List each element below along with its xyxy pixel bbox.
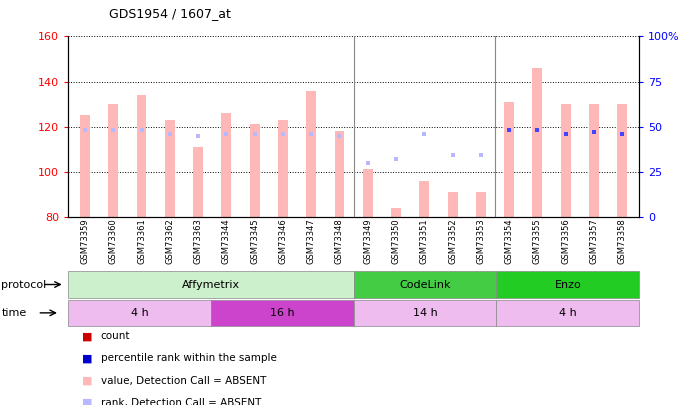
Bar <box>532 68 543 217</box>
Bar <box>504 102 514 217</box>
Text: ■: ■ <box>82 331 92 341</box>
Bar <box>354 271 496 298</box>
Bar <box>496 300 639 326</box>
Text: 4 h: 4 h <box>131 308 148 318</box>
Text: percentile rank within the sample: percentile rank within the sample <box>101 354 277 363</box>
Text: CodeLink: CodeLink <box>399 279 451 290</box>
Bar <box>250 124 260 217</box>
Text: rank, Detection Call = ABSENT: rank, Detection Call = ABSENT <box>101 398 261 405</box>
Bar <box>222 113 231 217</box>
Text: protocol: protocol <box>1 279 47 290</box>
Bar <box>561 104 571 217</box>
Bar <box>211 300 354 326</box>
Bar <box>68 300 211 326</box>
Bar <box>476 192 486 217</box>
Text: 14 h: 14 h <box>413 308 437 318</box>
Text: value, Detection Call = ABSENT: value, Detection Call = ABSENT <box>101 376 266 386</box>
Bar <box>589 104 599 217</box>
Bar <box>68 271 354 298</box>
Bar <box>306 91 316 217</box>
Bar <box>165 120 175 217</box>
Bar <box>617 104 627 217</box>
Text: 16 h: 16 h <box>270 308 294 318</box>
Bar <box>335 131 344 217</box>
Text: ■: ■ <box>82 398 92 405</box>
Text: GDS1954 / 1607_at: GDS1954 / 1607_at <box>109 7 231 20</box>
Bar <box>193 147 203 217</box>
Bar <box>137 95 146 217</box>
Text: 4 h: 4 h <box>559 308 577 318</box>
Bar <box>108 104 118 217</box>
Bar <box>420 181 429 217</box>
Text: count: count <box>101 331 130 341</box>
Text: Affymetrix: Affymetrix <box>182 279 240 290</box>
Text: Enzo: Enzo <box>554 279 581 290</box>
Text: ■: ■ <box>82 376 92 386</box>
Bar <box>80 115 90 217</box>
Text: ■: ■ <box>82 354 92 363</box>
Bar <box>278 120 288 217</box>
Bar <box>363 169 373 217</box>
Bar <box>391 208 401 217</box>
Bar <box>354 300 496 326</box>
Text: time: time <box>1 308 27 318</box>
Bar <box>447 192 458 217</box>
Bar <box>496 271 639 298</box>
